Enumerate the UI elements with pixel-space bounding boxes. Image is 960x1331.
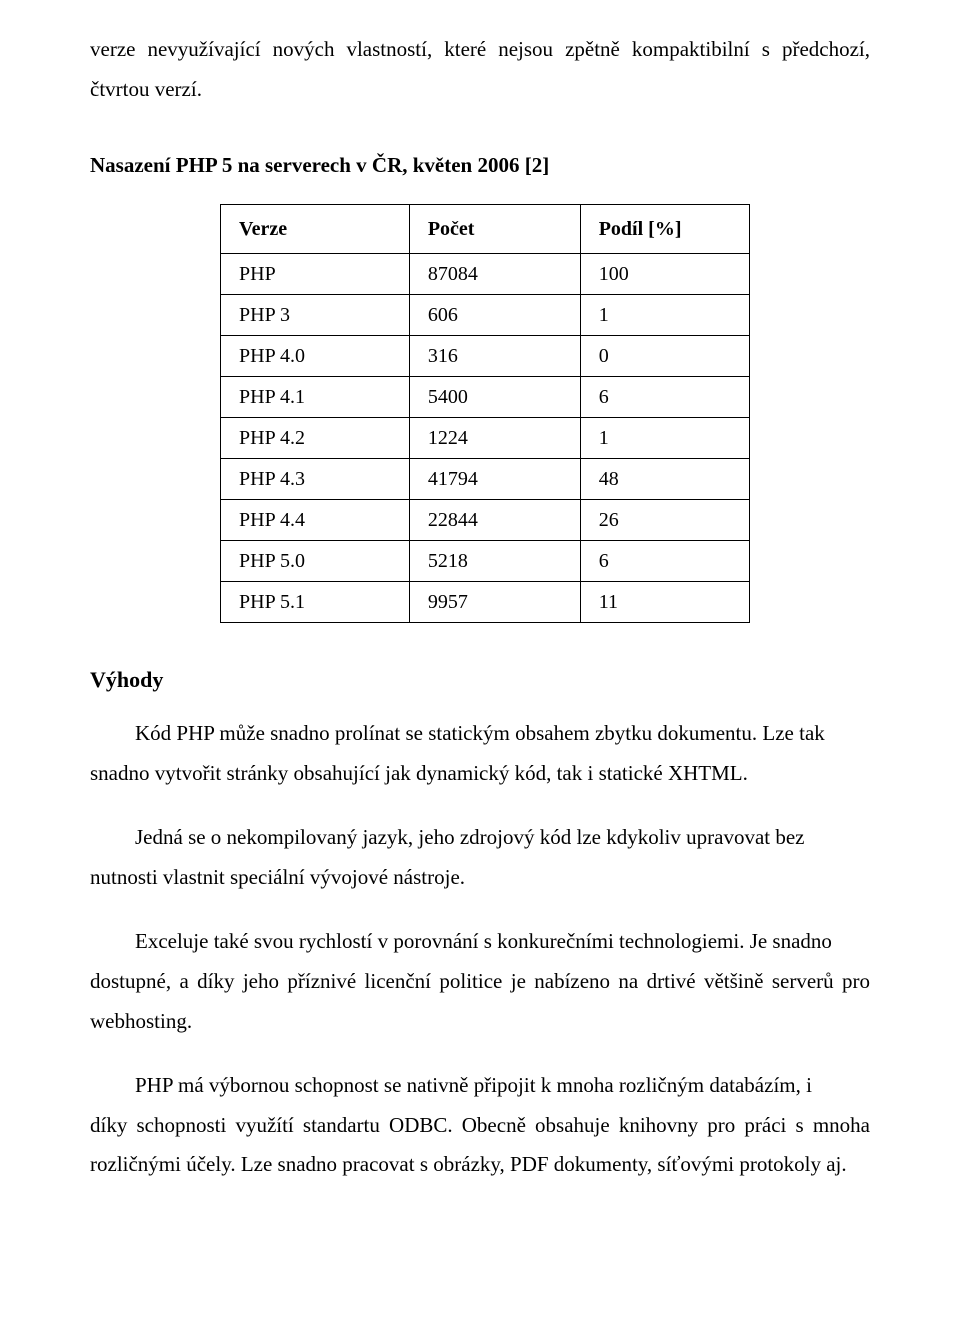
advantages-p1b: snadno vytvořit stránky obsahující jak d…: [90, 754, 870, 794]
cell-share: 11: [580, 581, 749, 622]
cell-share: 100: [580, 253, 749, 294]
table-row: PHP 3 606 1: [221, 294, 750, 335]
cell-count: 5400: [409, 376, 580, 417]
advantages-p2b: nutnosti vlastnit speciální vývojové nás…: [90, 858, 870, 898]
table-row: PHP 4.4 22844 26: [221, 499, 750, 540]
cell-share: 6: [580, 376, 749, 417]
cell-count: 606: [409, 294, 580, 335]
advantages-p3b: dostupné, a díky jeho příznivé licenční …: [90, 962, 870, 1042]
table-heading: Nasazení PHP 5 na serverech v ČR, květen…: [90, 146, 870, 186]
advantages-p4b: díky schopnosti využítí standartu ODBC. …: [90, 1106, 870, 1186]
cell-share: 1: [580, 417, 749, 458]
cell-version: PHP: [221, 253, 410, 294]
table-row: PHP 5.0 5218 6: [221, 540, 750, 581]
cell-version: PHP 4.0: [221, 335, 410, 376]
table-row: PHP 4.0 316 0: [221, 335, 750, 376]
cell-count: 9957: [409, 581, 580, 622]
cell-version: PHP 3: [221, 294, 410, 335]
table-row: PHP 87084 100: [221, 253, 750, 294]
cell-version: PHP 4.1: [221, 376, 410, 417]
cell-count: 316: [409, 335, 580, 376]
advantages-p3a: Exceluje také svou rychlostí v porovnání…: [90, 922, 870, 962]
table-row: PHP 4.3 41794 48: [221, 458, 750, 499]
col-header-share: Podíl [%]: [580, 204, 749, 253]
php-versions-table: Verze Počet Podíl [%] PHP 87084 100 PHP …: [220, 204, 750, 623]
cell-share: 48: [580, 458, 749, 499]
advantages-p4a: PHP má výbornou schopnost se nativně při…: [90, 1066, 870, 1106]
cell-share: 0: [580, 335, 749, 376]
advantages-p2a: Jedná se o nekompilovaný jazyk, jeho zdr…: [90, 818, 870, 858]
intro-paragraph: verze nevyužívající nových vlastností, k…: [90, 30, 870, 110]
cell-share: 26: [580, 499, 749, 540]
col-header-count: Počet: [409, 204, 580, 253]
cell-version: PHP 4.2: [221, 417, 410, 458]
cell-count: 1224: [409, 417, 580, 458]
cell-version: PHP 5.0: [221, 540, 410, 581]
cell-version: PHP 4.3: [221, 458, 410, 499]
cell-share: 6: [580, 540, 749, 581]
advantages-heading: Výhody: [90, 659, 870, 701]
cell-version: PHP 4.4: [221, 499, 410, 540]
cell-version: PHP 5.1: [221, 581, 410, 622]
cell-count: 5218: [409, 540, 580, 581]
table-row: PHP 4.1 5400 6: [221, 376, 750, 417]
table-header-row: Verze Počet Podíl [%]: [221, 204, 750, 253]
cell-share: 1: [580, 294, 749, 335]
cell-count: 41794: [409, 458, 580, 499]
advantages-p1a: Kód PHP může snadno prolínat se statický…: [90, 714, 870, 754]
document-page: verze nevyužívající nových vlastností, k…: [0, 0, 960, 1269]
table-row: PHP 4.2 1224 1: [221, 417, 750, 458]
col-header-version: Verze: [221, 204, 410, 253]
table-row: PHP 5.1 9957 11: [221, 581, 750, 622]
cell-count: 22844: [409, 499, 580, 540]
cell-count: 87084: [409, 253, 580, 294]
